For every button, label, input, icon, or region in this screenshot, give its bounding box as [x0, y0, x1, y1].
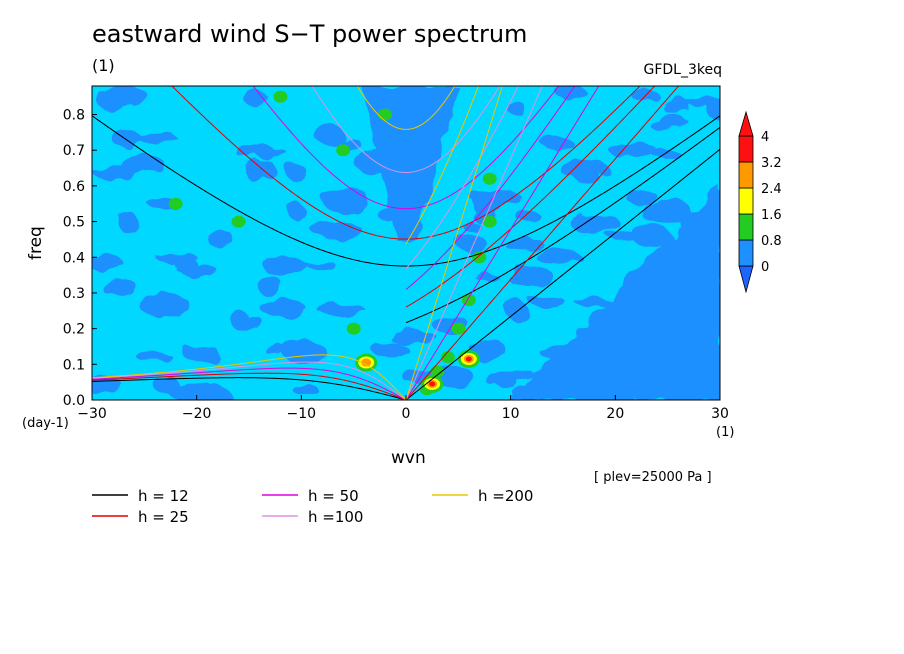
y-tick-label: 0.5: [63, 215, 85, 231]
heatmap-spot: [346, 322, 361, 335]
kelvin-curve: [405, 86, 503, 400]
x-tick-label: 20: [606, 406, 624, 422]
colorbar-label: 2.4: [761, 182, 782, 197]
model-label: GFDL_3keq: [643, 62, 723, 78]
rossby-curve: [92, 377, 407, 400]
mrg-curve: [405, 86, 576, 290]
igw-curve: [311, 86, 501, 173]
colorbar-label: 4: [761, 130, 769, 145]
heatmap-peak: [355, 353, 378, 372]
x-axis-label: wvn: [391, 448, 426, 468]
legend-item: h =100: [262, 508, 363, 526]
y-tick-label: 0.4: [63, 250, 85, 266]
y-tick-label: 0.0: [63, 393, 85, 409]
curve-group-h50: [92, 86, 600, 400]
igw-curve: [252, 86, 560, 210]
x-tick-label: 0: [402, 406, 411, 422]
mrg-curve: [405, 126, 720, 324]
heatmap-east-region: [510, 185, 720, 400]
chart-subtitle: (1): [92, 56, 115, 75]
x-tick-label: 30: [711, 406, 729, 422]
legend-label: h = 25: [138, 508, 189, 526]
colorbar-label: 1.6: [761, 208, 782, 223]
igw-curve: [171, 86, 641, 240]
kelvin-curve: [405, 86, 680, 400]
legend-item: h = 50: [262, 487, 359, 505]
rossby-curve: [92, 354, 407, 400]
legend-item: h = 12: [92, 487, 189, 505]
heatmap-peak: [457, 349, 480, 368]
x-axis-unit: (1): [716, 425, 735, 440]
igw-curve: [356, 86, 456, 130]
heatmap-spot: [482, 172, 497, 185]
curve-group-h100: [92, 86, 543, 400]
heatmap-spot: [273, 90, 288, 103]
heatmap-spot: [482, 215, 497, 228]
colorbar: 0 0.8 1.6 2.4 3.2 4: [738, 110, 782, 294]
heatmap-peak: [421, 374, 444, 393]
mrg-curve: [405, 86, 656, 308]
kelvin-curve: [405, 148, 720, 400]
x-tick-label: −10: [287, 406, 317, 422]
kelvin-curve: [405, 86, 600, 400]
legend-label: h =200: [478, 487, 533, 505]
heatmap-field: [92, 86, 720, 400]
curve-group-h200: [92, 86, 503, 400]
curve-group-h25: [92, 86, 680, 400]
x-tick-label: 10: [502, 406, 520, 422]
y-tick-label: 0.6: [63, 179, 85, 195]
colorbar-label: 0.8: [761, 234, 782, 249]
pressure-note: [ plev=25000 Pa ]: [594, 470, 712, 485]
legend-label: h = 12: [138, 487, 189, 505]
rossby-curve: [92, 361, 407, 400]
kelvin-curve: [405, 86, 543, 400]
dispersion-curves: [92, 86, 720, 400]
curve-group-h12: [92, 115, 720, 400]
mrg-curve: [405, 86, 480, 245]
rossby-curve: [92, 367, 407, 400]
mrg-curve: [405, 86, 519, 269]
legend-item: h =200: [432, 487, 533, 505]
y-tick-label: 0.1: [63, 357, 85, 373]
colorbar-over: [738, 110, 754, 137]
heatmap-spot: [451, 322, 466, 335]
legend-label: h = 50: [308, 487, 359, 505]
y-axis-unit: (day-1): [22, 416, 69, 431]
x-tick-label: −30: [77, 406, 107, 422]
heatmap-spot: [472, 251, 487, 264]
chart-title: eastward wind S−T power spectrum: [92, 20, 528, 48]
heatmap-spot: [440, 351, 455, 364]
heatmap-spot: [336, 144, 351, 157]
colorbar-label: 0: [761, 260, 769, 275]
y-tick-label: 0.2: [63, 322, 85, 338]
y-tick-label: 0.3: [63, 286, 85, 302]
igw-curve: [92, 115, 720, 267]
colorbar-label: 3.2: [761, 156, 782, 171]
rossby-curve: [92, 372, 407, 400]
heatmap-spot: [168, 197, 183, 210]
legend-item: h = 25: [92, 508, 189, 526]
heatmap-central-column: [364, 86, 459, 240]
heatmap-spot: [231, 215, 246, 228]
x-tick-label: −20: [182, 406, 212, 422]
y-tick-label: 0.8: [63, 108, 85, 124]
legend-label: h =100: [308, 508, 363, 526]
y-tick-label: 0.7: [63, 143, 85, 159]
